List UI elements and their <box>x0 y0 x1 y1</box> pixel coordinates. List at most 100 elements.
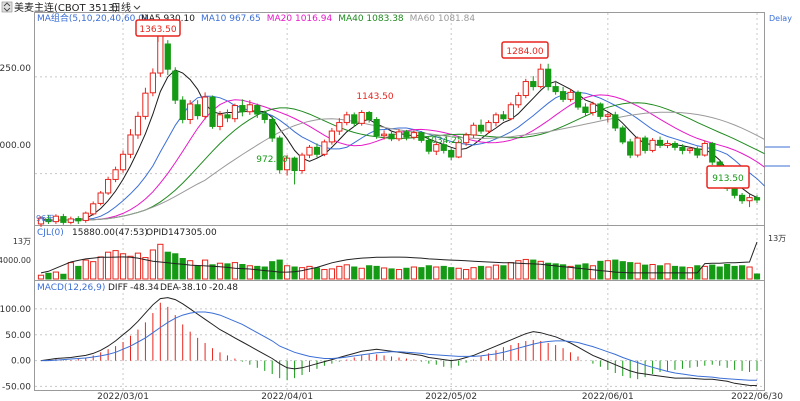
candle-body <box>589 103 597 114</box>
candle <box>753 195 761 204</box>
candle <box>269 116 276 142</box>
candle <box>149 68 156 97</box>
candle-body <box>418 132 425 141</box>
candle-body <box>298 154 306 172</box>
volume-bar <box>75 265 82 280</box>
volume-bar <box>746 266 753 280</box>
volume-bar <box>239 263 246 280</box>
volume-bar <box>582 263 589 280</box>
candle-body <box>492 114 500 124</box>
candle <box>679 144 686 155</box>
volume-bar <box>522 258 529 280</box>
macd-tick: -50.00 <box>2 382 31 392</box>
candle <box>530 76 537 91</box>
candle-body <box>694 148 701 156</box>
volume-bar <box>433 266 440 280</box>
candle-body <box>537 68 544 88</box>
candle-body <box>448 149 455 158</box>
candle-body <box>313 146 321 155</box>
candle <box>738 192 746 204</box>
volume-bar <box>545 262 552 280</box>
ma-legend-ma20: MA20 1016.94 <box>267 14 333 24</box>
candle-body <box>142 92 149 117</box>
candle-body <box>209 96 216 127</box>
volume-bar <box>403 267 410 280</box>
expand-arrows-icon[interactable] <box>1 1 13 13</box>
candle-body <box>246 104 253 113</box>
candle <box>664 140 671 149</box>
period-label[interactable]: 日线 <box>111 1 131 14</box>
candle <box>231 103 239 123</box>
macd-axis: 100.00 50.00 0.00 -50.00 <box>0 305 764 392</box>
candle-body <box>552 86 559 93</box>
candle-body <box>455 142 462 158</box>
candle <box>97 191 104 206</box>
volume-bar <box>492 264 500 280</box>
volume-bar <box>574 264 582 280</box>
volume-bar <box>276 259 283 280</box>
price-tick-1250: 1250.00 <box>0 64 31 74</box>
volume-legend: CJL(0) 15880.00(47:53) OPID 147305.00 13… <box>0 228 786 265</box>
volume-bar <box>298 267 306 280</box>
volume-bar <box>440 265 447 280</box>
candle-body <box>485 122 492 132</box>
candle <box>134 111 142 139</box>
candle <box>52 214 60 224</box>
volume-bar <box>634 262 641 280</box>
macd-tick: 100.00 <box>0 305 31 315</box>
candle-body <box>686 148 693 151</box>
volume-bar <box>358 267 365 280</box>
candle <box>216 110 224 131</box>
macd-value: -20.48 <box>209 283 238 293</box>
candle-body <box>224 114 231 119</box>
candle-body <box>656 139 664 146</box>
candle <box>634 136 641 158</box>
candle <box>604 112 611 123</box>
volume-tick-left: 13万 <box>13 237 31 246</box>
candle <box>597 102 604 120</box>
candle-body <box>254 105 261 115</box>
volume-bar <box>604 260 611 280</box>
candle <box>239 99 246 117</box>
candle-body <box>119 153 127 171</box>
candle <box>284 155 291 176</box>
volume-bar <box>656 265 664 280</box>
ma-legend-ma10: MA10 967.65 <box>201 14 261 24</box>
candle-body <box>649 139 656 151</box>
candle-body <box>380 133 388 137</box>
candle-body <box>45 218 52 223</box>
candle <box>164 40 171 75</box>
candle-body <box>291 157 298 172</box>
volume-bar <box>612 259 619 280</box>
candle <box>455 140 462 159</box>
candle-body <box>574 91 582 108</box>
candle-body <box>336 122 343 132</box>
candle <box>157 32 164 77</box>
candle-body <box>261 113 268 120</box>
candle <box>351 112 358 127</box>
candle <box>477 119 485 134</box>
grid-lines <box>35 13 764 390</box>
candle <box>112 166 119 183</box>
candles <box>37 32 761 228</box>
dea-label: DEA <box>160 283 180 293</box>
candle <box>90 201 97 216</box>
candle <box>582 103 589 116</box>
ma-legend-items: MA5 930.10 MA10 967.65 MA20 1016.94 MA40 10… <box>141 14 475 24</box>
ma-legend: MA组合(5,10,20,40,60,0) MA5 930.10 MA10 967… <box>37 12 475 24</box>
candle-body <box>127 134 134 155</box>
volume-bar <box>164 251 171 280</box>
volume-bar <box>366 265 373 280</box>
volume-bar <box>216 262 224 280</box>
candle <box>127 129 134 159</box>
candle-body <box>105 178 112 194</box>
volume-bar <box>425 265 432 280</box>
volume-bar <box>567 265 574 280</box>
candle-body <box>627 141 634 156</box>
macd-tick: 0.00 <box>11 357 31 367</box>
volume-bar <box>530 259 537 280</box>
chevron-down-icon[interactable] <box>133 5 141 10</box>
date-tick: 2022/03/01 <box>97 392 149 401</box>
candle-body <box>463 134 470 144</box>
